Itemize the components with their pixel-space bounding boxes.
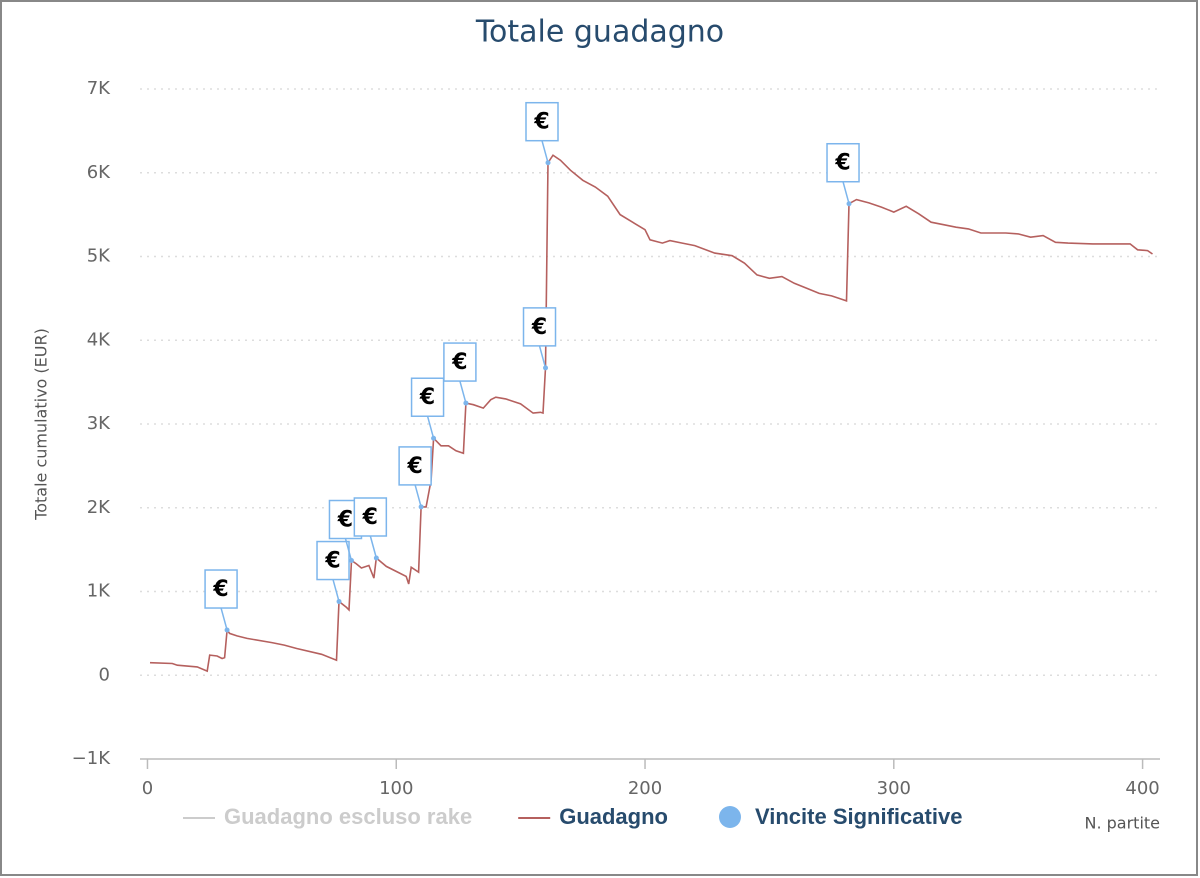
x-tick-label: 200 [628,778,662,799]
x-tick-label: 0 [142,778,153,799]
y-tick-label: 0 [99,664,110,685]
flag-label: € [834,151,850,176]
y-tick-label: 1K [87,581,111,602]
point [543,365,549,371]
y-tick-label: −1K [72,748,112,769]
flag-box [443,342,477,382]
y-tick-label: 4K [87,329,111,350]
flag-box [525,101,559,142]
flag-connector [426,416,435,439]
flag-box [398,446,432,486]
flag-label: € [531,315,547,340]
point [224,627,230,633]
legend-symbol [718,806,741,828]
x-axis-title: N. partite [1084,814,1160,833]
flag-label: € [324,549,340,574]
flag-box [826,142,860,183]
legend-label: Guadagno escluso rake [224,804,472,829]
series-line [149,154,1153,673]
y-tick-label: 6K [87,162,111,183]
flag-connector [369,535,378,559]
point [418,504,424,510]
point [348,558,354,564]
flag-box [353,497,388,537]
flag-connector [459,380,467,404]
flag-connector [538,345,547,369]
flag-label: € [533,110,549,135]
x-tick-label: 400 [1125,778,1159,799]
flag-connector [344,538,353,561]
flag-label: € [451,350,467,375]
flag-label: € [406,454,422,479]
chart-title: Totale guadagno [475,15,724,50]
point [431,435,437,441]
flag-box [522,307,557,347]
flag-connector [332,579,340,602]
point [336,599,342,605]
x-tick-label: 300 [877,778,911,799]
y-tick-label: 5K [87,246,111,267]
flag-label: € [212,577,228,602]
y-tick-label: 7K [87,78,111,99]
point [463,400,469,406]
flag-connector [541,140,549,163]
flag-connector [842,181,850,204]
legend-label: Vincite Significative [755,804,962,829]
y-axis-title: Totale cumulativo (EUR) [32,328,51,521]
flag-box [410,377,445,417]
flag-label: € [362,505,378,530]
y-tick-label: 3K [87,413,111,434]
flag-connector [414,484,422,508]
flag-connector [220,607,228,631]
point [545,160,551,166]
flag-box [204,569,238,609]
flag-label: € [337,508,353,533]
flag-box [316,540,350,581]
point [373,555,379,561]
y-tick-label: 2K [87,497,111,518]
legend-label: Guadagno [559,804,668,829]
x-tick-label: 100 [379,778,413,799]
flag-label: € [419,385,435,410]
point [846,201,852,207]
